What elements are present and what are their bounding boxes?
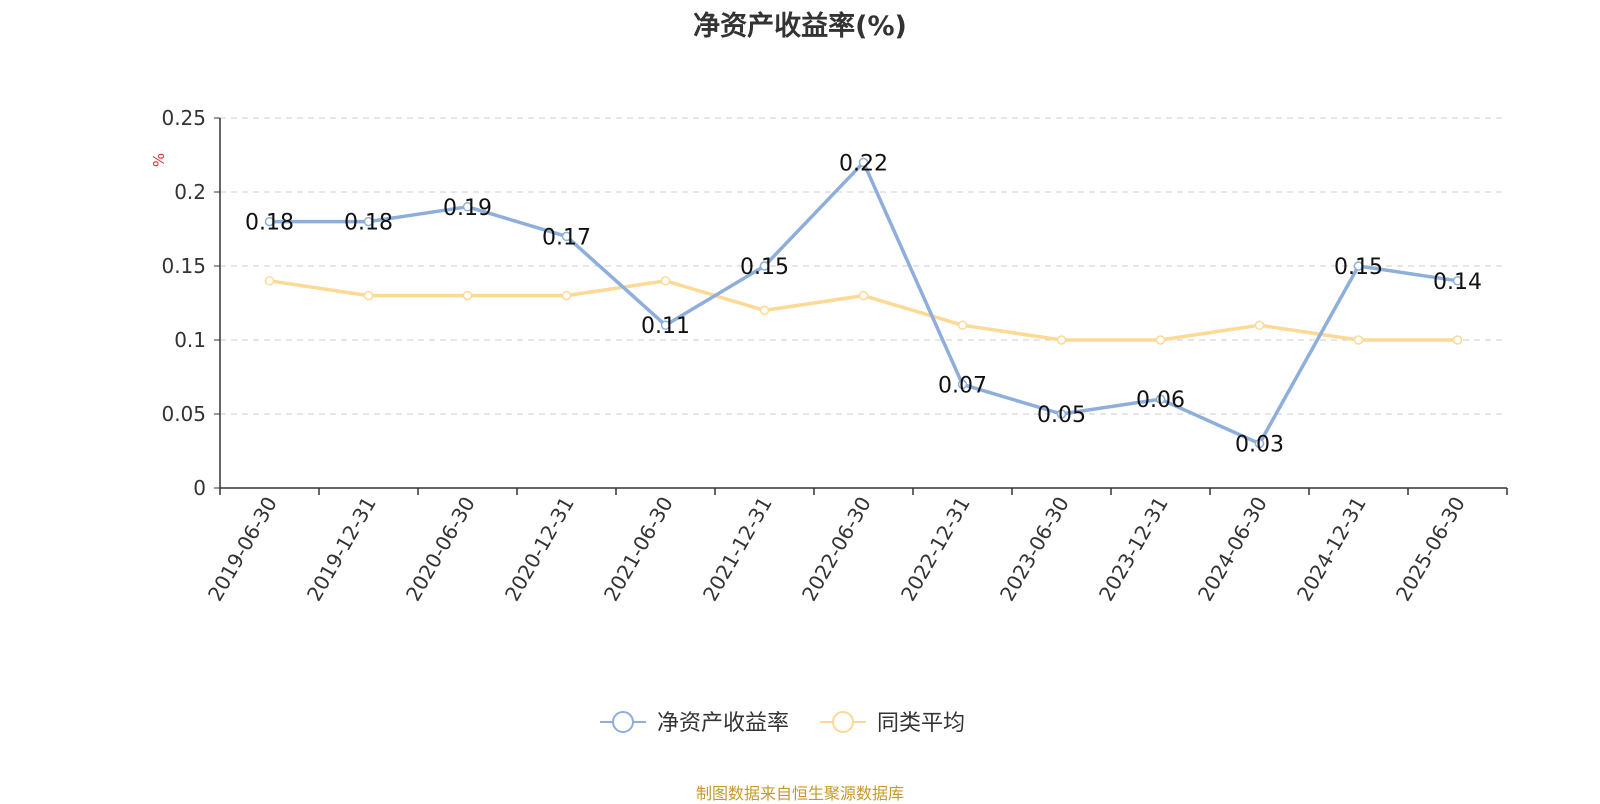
data-point [1353,335,1364,345]
data-point [957,379,968,390]
data-label: 0.22 [839,151,888,176]
legend-marker [832,711,854,733]
data-label: 0.18 [344,211,393,236]
data-point [660,320,671,330]
data-point [1254,320,1265,330]
data-point [1452,335,1463,345]
x-tick-label: 2019-06-30 [203,493,282,606]
data-point [1254,438,1265,449]
data-source-note: 制图数据来自恒生聚源数据库 [695,784,904,803]
y-tick-label: 0.05 [161,402,206,426]
data-point [759,305,770,316]
data-point [759,261,770,271]
data-point [363,290,374,301]
data-point [462,202,473,212]
data-point [462,290,473,301]
x-tick-label: 2020-06-30 [401,493,480,606]
data-label: 0.19 [443,196,492,221]
data-point [858,290,869,301]
x-tick-label: 2023-06-30 [995,493,1074,606]
data-point [1056,409,1067,419]
y-tick-label: 0.2 [174,180,206,204]
data-label: 0.11 [641,314,690,339]
data-point [1155,394,1166,404]
series-line [269,279,1458,342]
data-label: 0.14 [1433,270,1482,295]
data-label: 0.03 [1235,433,1284,458]
legend-entry: 净资产收益率 [657,711,789,736]
data-point [363,216,374,227]
data-point [1452,276,1463,286]
data-point [1353,261,1364,271]
data-point [660,276,671,286]
x-tick-label: 2020-12-31 [500,493,579,606]
x-tick-label: 2022-06-30 [797,493,876,606]
data-label: 0.07 [938,373,987,398]
data-point [264,276,275,286]
legend-marker [612,711,634,733]
data-point [1155,335,1166,345]
data-point [957,320,968,330]
x-tick-label: 2022-12-31 [896,493,975,606]
y-tick-label: 0.15 [161,254,206,278]
x-tick-label: 2021-06-30 [599,493,678,606]
x-tick-label: 2021-12-31 [698,493,777,606]
chart-title: 净资产收益率(%) [693,11,907,42]
legend-entry: 同类平均 [877,711,965,736]
y-tick-label: 0 [193,476,206,500]
data-label: 0.18 [245,211,294,236]
y-axis-label: % [150,153,168,167]
x-tick-label: 2024-06-30 [1193,493,1272,606]
x-tick-label: 2025-06-30 [1391,493,1470,606]
data-label: 0.06 [1136,388,1185,413]
data-label: 0.15 [1334,255,1383,280]
x-tick-label: 2024-12-31 [1292,493,1371,606]
data-point [1056,335,1067,345]
data-point [264,216,275,227]
y-tick-label: 0.25 [161,106,206,130]
x-tick-label: 2023-12-31 [1094,493,1173,606]
x-tick-label: 2019-12-31 [302,493,381,606]
data-label: 0.17 [542,225,591,250]
data-label: 0.05 [1037,403,1086,428]
data-point [858,157,869,168]
y-tick-label: 0.1 [174,328,206,352]
data-point [561,290,572,301]
data-point [561,231,572,242]
data-label: 0.15 [740,255,789,280]
